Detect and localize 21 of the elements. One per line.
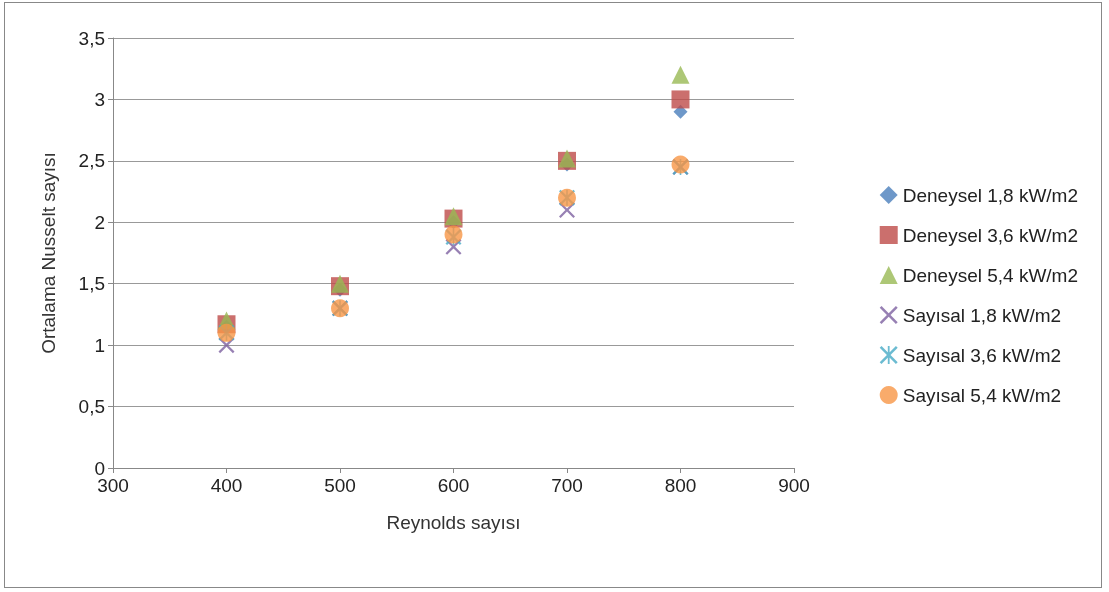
x-tick-label: 700	[551, 475, 583, 496]
x-tick-label: 600	[437, 475, 470, 496]
y-tick-label: 0,5	[78, 396, 105, 418]
y-tick-label: 2	[94, 211, 105, 233]
x-tick-label: 800	[664, 475, 697, 496]
y-axis-title: Ortalama Nusselt sayısı	[38, 152, 59, 354]
x-tick-label: 900	[778, 475, 810, 496]
legend-label: Deneysel 3,6 kW/m2	[902, 224, 1079, 246]
legend-label: Sayısal 3,6 kW/m2	[902, 344, 1062, 366]
x-axis-title: Reynolds sayısı	[386, 512, 521, 533]
legend-label: Sayısal 1,8 kW/m2	[902, 304, 1062, 326]
x-tick-label: 400	[210, 475, 243, 496]
legend-label: Sayısal 5,4 kW/m2	[902, 384, 1062, 406]
y-tick-label: 3,5	[78, 27, 105, 49]
x-tick-label: 500	[324, 475, 356, 496]
legend-label: Deneysel 5,4 kW/m2	[902, 264, 1079, 286]
y-tick-label: 1,5	[78, 273, 105, 295]
y-tick-label: 2,5	[78, 150, 105, 172]
legend-label: Deneysel 1,8 kW/m2	[902, 184, 1079, 206]
y-tick-label: 3	[94, 88, 105, 110]
y-tick-label: 1	[94, 334, 105, 356]
